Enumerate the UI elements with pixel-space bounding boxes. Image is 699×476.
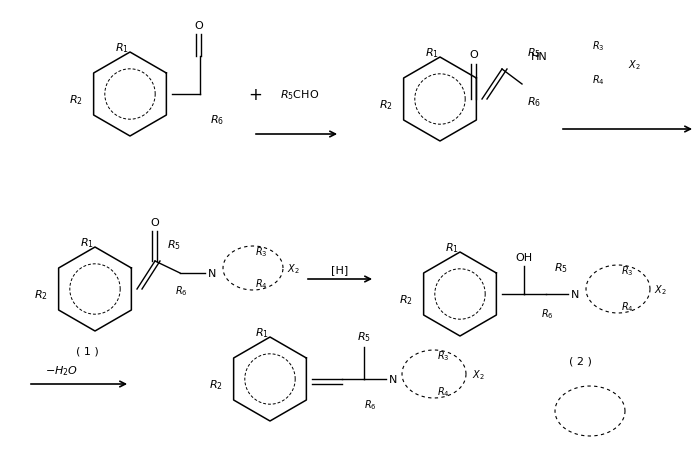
Text: $R_5$: $R_5$ (527, 46, 541, 60)
Text: $R_6$: $R_6$ (541, 307, 554, 320)
Text: [H]: [H] (331, 265, 349, 275)
Text: OH: OH (515, 252, 533, 262)
Text: ( 2 ): ( 2 ) (568, 356, 591, 366)
Text: +: + (248, 86, 262, 104)
Text: N: N (389, 374, 397, 384)
Text: $R_1$: $R_1$ (115, 41, 129, 55)
Text: $X_2$: $X_2$ (472, 367, 484, 381)
Text: $R_4$: $R_4$ (621, 299, 634, 313)
Text: $R_5$CHO: $R_5$CHO (280, 88, 319, 102)
Text: HN: HN (531, 52, 548, 62)
Text: $R_1$: $R_1$ (425, 46, 439, 60)
Text: $R_1$: $R_1$ (445, 240, 459, 254)
Text: O: O (194, 21, 203, 31)
Text: $R_2$: $R_2$ (209, 377, 223, 391)
Text: $R_4$: $R_4$ (437, 384, 449, 398)
Text: $R_6$: $R_6$ (210, 113, 224, 127)
Text: $R_2$: $R_2$ (379, 98, 393, 112)
Text: $R_6$: $R_6$ (175, 283, 187, 297)
Text: $X_2$: $X_2$ (654, 283, 667, 296)
Text: $R_4$: $R_4$ (592, 73, 605, 87)
Text: O: O (150, 218, 159, 228)
Text: $R_5$: $R_5$ (554, 261, 568, 275)
Text: N: N (208, 268, 217, 278)
Text: $R_1$: $R_1$ (80, 236, 94, 249)
Text: $X_2$: $X_2$ (287, 261, 300, 275)
Text: $R_2$: $R_2$ (34, 288, 48, 301)
Text: $R_6$: $R_6$ (364, 397, 377, 411)
Text: $R_3$: $R_3$ (255, 245, 268, 258)
Text: $R_5$: $R_5$ (167, 238, 181, 251)
Text: $R_5$: $R_5$ (357, 329, 371, 343)
Text: $X_2$: $X_2$ (628, 58, 641, 72)
Text: O: O (470, 50, 478, 60)
Text: $R_6$: $R_6$ (527, 95, 541, 109)
Text: $R_3$: $R_3$ (592, 39, 605, 53)
Text: $R_2$: $R_2$ (399, 292, 413, 306)
Text: $-H_2O$: $-H_2O$ (45, 364, 78, 377)
Text: $R_3$: $R_3$ (437, 348, 449, 362)
Text: N: N (571, 289, 579, 299)
Text: $R_1$: $R_1$ (255, 325, 269, 339)
Text: $R_4$: $R_4$ (255, 277, 268, 290)
Text: $R_3$: $R_3$ (621, 264, 633, 278)
Text: ( 1 ): ( 1 ) (75, 346, 99, 356)
Text: $R_2$: $R_2$ (69, 93, 83, 107)
